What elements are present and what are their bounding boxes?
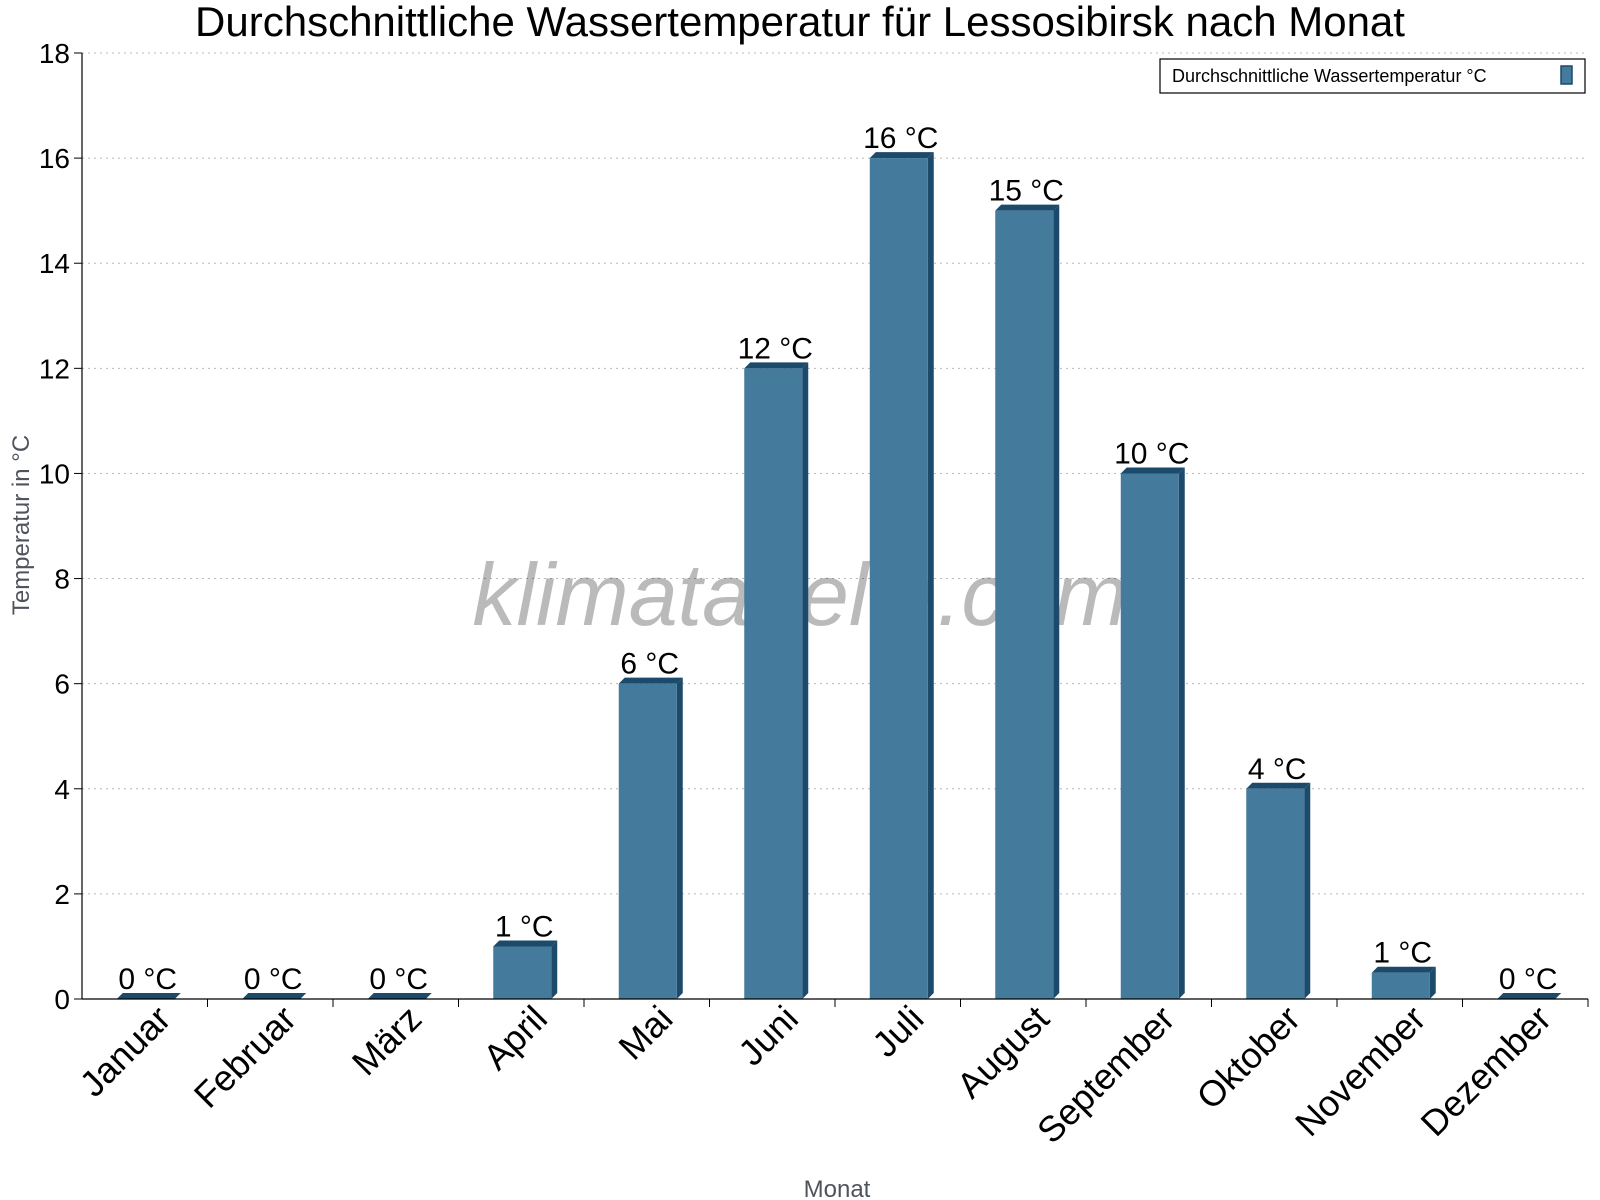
data-label: 0 °C (244, 963, 303, 996)
bar (1371, 966, 1436, 999)
legend-swatch (1560, 65, 1573, 85)
x-tick-label: September (1029, 998, 1183, 1152)
y-tick-label: 8 (54, 564, 70, 595)
bar-front (1371, 972, 1430, 999)
data-label: 1 °C (1373, 937, 1432, 970)
data-label: 10 °C (1114, 437, 1189, 470)
bar-front (1246, 788, 1305, 999)
x-ticks: Januar Februar März April Mai Juni Juli AugustS… (72, 998, 1559, 1152)
bar-top (618, 677, 683, 684)
bar (744, 362, 809, 999)
bar-front (744, 368, 803, 999)
bar (1246, 782, 1311, 999)
bar (367, 993, 432, 999)
x-tick-label: August (949, 998, 1057, 1106)
data-label: 6 °C (620, 648, 679, 681)
bar-front (1120, 473, 1179, 999)
bar-top (995, 204, 1060, 211)
legend-entry-label: Durchschnittliche Wassertemperatur °C (1172, 66, 1487, 86)
y-tick-label: 10 (39, 458, 70, 489)
y-tick-label: 12 (39, 353, 70, 384)
x-tick-label: April (475, 998, 555, 1078)
bar (242, 993, 307, 999)
x-tick-label: Februar (186, 998, 304, 1116)
axes (74, 52, 1589, 1007)
data-label: 0 °C (118, 963, 177, 996)
x-axis-label: Monat (804, 1176, 871, 1200)
bar-top (1120, 467, 1185, 474)
x-tick-label: Mai (610, 998, 680, 1068)
bar-top (242, 993, 307, 999)
data-label: 16 °C (863, 122, 938, 155)
bar (116, 993, 181, 999)
bar (493, 940, 558, 999)
y-tick-label: 18 (39, 38, 70, 69)
bar-top (869, 152, 934, 159)
bars (116, 152, 1562, 1000)
bar (869, 152, 934, 1000)
x-tick-label: März (344, 998, 430, 1084)
bar-side (1178, 467, 1185, 999)
y-tick-label: 16 (39, 143, 70, 174)
bar-side (1429, 966, 1436, 999)
bar-top (744, 362, 809, 369)
y-ticks: 0 2 4 6 8 10 12 14 16 18 (39, 38, 70, 1015)
y-tick-label: 14 (39, 248, 70, 279)
x-tick-label: November (1287, 998, 1433, 1144)
bar-side (676, 677, 683, 999)
chart-title: Durchschnittliche Wassertemperatur für L… (195, 0, 1405, 45)
bar-top (1246, 782, 1311, 789)
bar (618, 677, 683, 999)
bar-front (493, 946, 552, 999)
bar-top (1497, 993, 1562, 999)
x-tick-label: Juni (730, 998, 806, 1074)
y-tick-label: 4 (54, 774, 70, 805)
bar-top (493, 940, 558, 947)
bar-top (367, 993, 432, 999)
data-label: 15 °C (989, 175, 1064, 208)
x-tick-label: Juli (864, 998, 931, 1065)
legend-box (1159, 58, 1586, 94)
bar-front (618, 683, 677, 999)
bar (1497, 993, 1562, 999)
bar-front (869, 158, 928, 1000)
bar-top (1371, 966, 1436, 973)
bar (1120, 467, 1185, 999)
bar-side (1053, 204, 1060, 999)
x-tick-label: Dezember (1412, 998, 1558, 1144)
bar (995, 204, 1060, 999)
data-label: 0 °C (1499, 963, 1558, 996)
bar-side (927, 152, 934, 1000)
bar-side (1304, 782, 1311, 999)
y-axis-label: Temperatur in °C (8, 435, 35, 615)
data-label: 12 °C (738, 332, 813, 365)
bar-top (116, 993, 181, 999)
y-tick-label: 2 (54, 879, 70, 910)
y-tick-label: 6 (54, 669, 70, 700)
x-tick-label: Januar (72, 998, 179, 1105)
data-labels: 0 °C 0 °C 0 °C 1 °C 6 °C 12 °C 16 °C 15 °C 10 °C… (118, 122, 1557, 996)
data-label: 1 °C (495, 910, 554, 943)
y-tick-label: 0 (54, 984, 70, 1015)
bar-front (995, 210, 1054, 999)
data-label: 0 °C (369, 963, 428, 996)
x-tick-label: Oktober (1188, 998, 1308, 1118)
data-label: 4 °C (1248, 753, 1307, 786)
bar-side (551, 940, 558, 999)
bar-side (802, 362, 809, 999)
legend: Durchschnittliche Wassertemperatur °C (1159, 58, 1586, 94)
grid-lines (82, 52, 1588, 895)
